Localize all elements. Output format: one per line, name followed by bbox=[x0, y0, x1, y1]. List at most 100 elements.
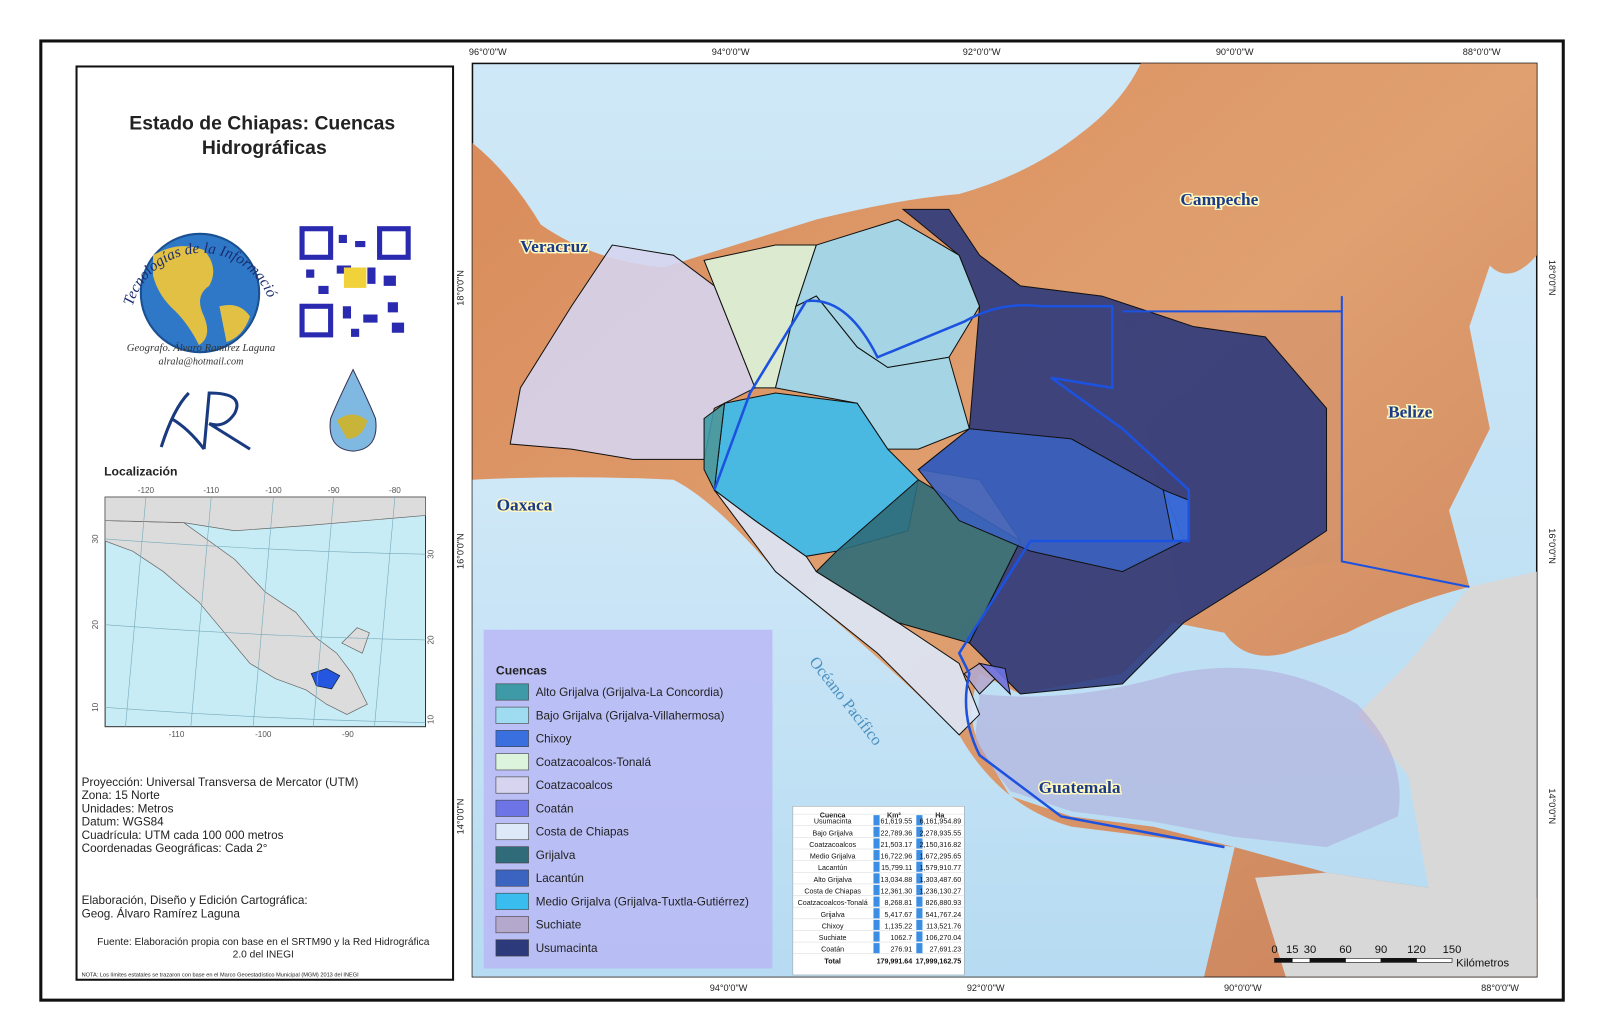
place-label: Guatemala bbox=[1039, 778, 1121, 797]
cell-shade bbox=[916, 919, 923, 930]
cell-shade bbox=[916, 931, 923, 942]
inset-tick-label: -110 bbox=[169, 730, 185, 739]
scale-unit: Kilómetros bbox=[1456, 957, 1509, 969]
coord-label: 14°0'0"N bbox=[1547, 788, 1557, 824]
cell-shade bbox=[916, 826, 923, 837]
scale-label: 30 bbox=[1304, 944, 1316, 956]
cell-shade bbox=[916, 873, 923, 884]
table-cell: 179,991.64 bbox=[877, 957, 913, 965]
table-cell: 61,619.55 bbox=[881, 818, 913, 826]
cell-shade bbox=[916, 884, 923, 896]
legend: Alto Grijalva (Grijalva-La Concordia) Baj… bbox=[495, 683, 749, 957]
qr-code bbox=[299, 226, 413, 339]
legend-swatch bbox=[495, 823, 529, 841]
coord-label: 94°0'0"W bbox=[710, 983, 748, 993]
table-cell: 826,880.93 bbox=[926, 899, 962, 907]
honduras bbox=[1255, 571, 1537, 977]
info-line: Unidades: Metros bbox=[82, 802, 174, 815]
table-cell: 27,691.23 bbox=[930, 946, 962, 954]
cell-shade bbox=[916, 861, 923, 872]
scale-label: 60 bbox=[1339, 944, 1351, 956]
legend-swatch bbox=[495, 869, 529, 887]
legend-label: Suchiate bbox=[536, 919, 582, 932]
scale-label: 150 bbox=[1443, 944, 1462, 956]
table-cell: 276.91 bbox=[890, 946, 912, 954]
table-cell: Total bbox=[824, 957, 841, 965]
place-label: Belize bbox=[1388, 403, 1433, 422]
coord-label: 88°0'0"W bbox=[1481, 983, 1519, 993]
table-cell: 22,789.36 bbox=[881, 829, 913, 837]
legend-label: Lacantún bbox=[536, 872, 584, 885]
scale-segment bbox=[1345, 958, 1382, 963]
inset-tick-label: -100 bbox=[255, 730, 272, 739]
cell-shade bbox=[873, 931, 880, 942]
table-cell: Usumacinta bbox=[814, 818, 852, 826]
coordinate-labels: 96°0'0"W 94°0'0"W 92°0'0"W 90°0'0"W 88°0'0"W… bbox=[455, 47, 1557, 993]
legend-label: Coatzacoalcos-Tonalá bbox=[536, 756, 652, 769]
cell-shade bbox=[873, 861, 880, 872]
inset-tick-label: -80 bbox=[389, 486, 401, 495]
table-cell: Medio Grijalva bbox=[810, 853, 856, 861]
source-line: Fuente: Elaboración propia con base en e… bbox=[97, 937, 430, 948]
credit-line: Elaboración, Diseño y Edición Cartográfi… bbox=[82, 894, 308, 907]
legend-swatch bbox=[495, 776, 529, 794]
legend-label: Coatán bbox=[536, 802, 574, 815]
legend-swatch bbox=[495, 916, 529, 934]
scale-label: 0 bbox=[1271, 944, 1277, 956]
inset-parallel bbox=[105, 538, 426, 555]
table-cell: 15,799.11 bbox=[881, 864, 912, 872]
legend-swatch bbox=[495, 799, 529, 817]
inset-tick-label: 10 bbox=[91, 702, 100, 712]
source-line: 2.0 del INEGI bbox=[233, 949, 294, 960]
inset-tick-label: -100 bbox=[265, 486, 282, 495]
inset-tick-label: -90 bbox=[328, 486, 340, 495]
cell-shade bbox=[873, 896, 880, 907]
table-cell: 1,672,295.65 bbox=[920, 853, 962, 861]
table-cell: 2,150,316.82 bbox=[920, 841, 962, 849]
legend-swatch bbox=[495, 730, 529, 747]
chiapas-border bbox=[713, 299, 1225, 849]
cell-shade bbox=[873, 873, 880, 884]
cell-shade bbox=[916, 943, 923, 954]
legend-label: Medio Grijalva (Grijalva-Tuxtla-Gutiérre… bbox=[536, 895, 749, 908]
cell-shade bbox=[873, 884, 880, 896]
credit-line: Geog. Álvaro Ramírez Laguna bbox=[82, 908, 241, 921]
legend-label: Alto Grijalva (Grijalva-La Concordia) bbox=[536, 686, 724, 699]
inset-tick-label: 20 bbox=[91, 620, 100, 630]
basin bbox=[509, 244, 756, 460]
cell-shade bbox=[916, 838, 923, 849]
table-cell: Grijalva bbox=[821, 911, 845, 919]
legend-label: Coatzacoalcos bbox=[536, 779, 613, 792]
inset-tick-label: -110 bbox=[203, 486, 219, 495]
legend-swatch bbox=[495, 683, 529, 701]
scale-label: 90 bbox=[1375, 944, 1387, 956]
inset-tick-label: 30 bbox=[427, 549, 436, 559]
table-cell: 5,417.67 bbox=[884, 911, 912, 919]
table-cell: Lacantún bbox=[818, 864, 847, 872]
coord-label: 92°0'0"W bbox=[967, 983, 1005, 993]
place-label: Campeche bbox=[1180, 190, 1258, 209]
table-cell: 1,236,130.27 bbox=[920, 888, 962, 896]
legend-label: Bajo Grijalva (Grijalva-Villahermosa) bbox=[536, 709, 725, 722]
table-cell: 8,268.81 bbox=[884, 899, 912, 907]
basin bbox=[978, 662, 1012, 696]
table-cell: Chixoy bbox=[822, 922, 844, 930]
scale-segment bbox=[1291, 958, 1311, 963]
cell-shade bbox=[916, 850, 923, 861]
coord-label: 92°0'0"W bbox=[963, 47, 1001, 57]
table-cell: 17,999,162.75 bbox=[916, 957, 962, 965]
title: Hidrográficas bbox=[202, 137, 327, 159]
cell-shade bbox=[916, 896, 923, 907]
info-line: Datum: WGS84 bbox=[82, 816, 165, 829]
table-cell: 2,278,935.55 bbox=[920, 829, 962, 837]
cell-shade bbox=[916, 908, 923, 919]
info-line: Zona: 15 Norte bbox=[82, 789, 160, 802]
cell-shade bbox=[873, 908, 880, 919]
table-cell: Coatán bbox=[821, 946, 844, 954]
table-cell: 1062.7 bbox=[890, 934, 912, 942]
table-cell: 106,270.04 bbox=[926, 934, 962, 942]
coord-label: 96°0'0"W bbox=[469, 47, 507, 57]
inset-meridian bbox=[374, 497, 396, 727]
